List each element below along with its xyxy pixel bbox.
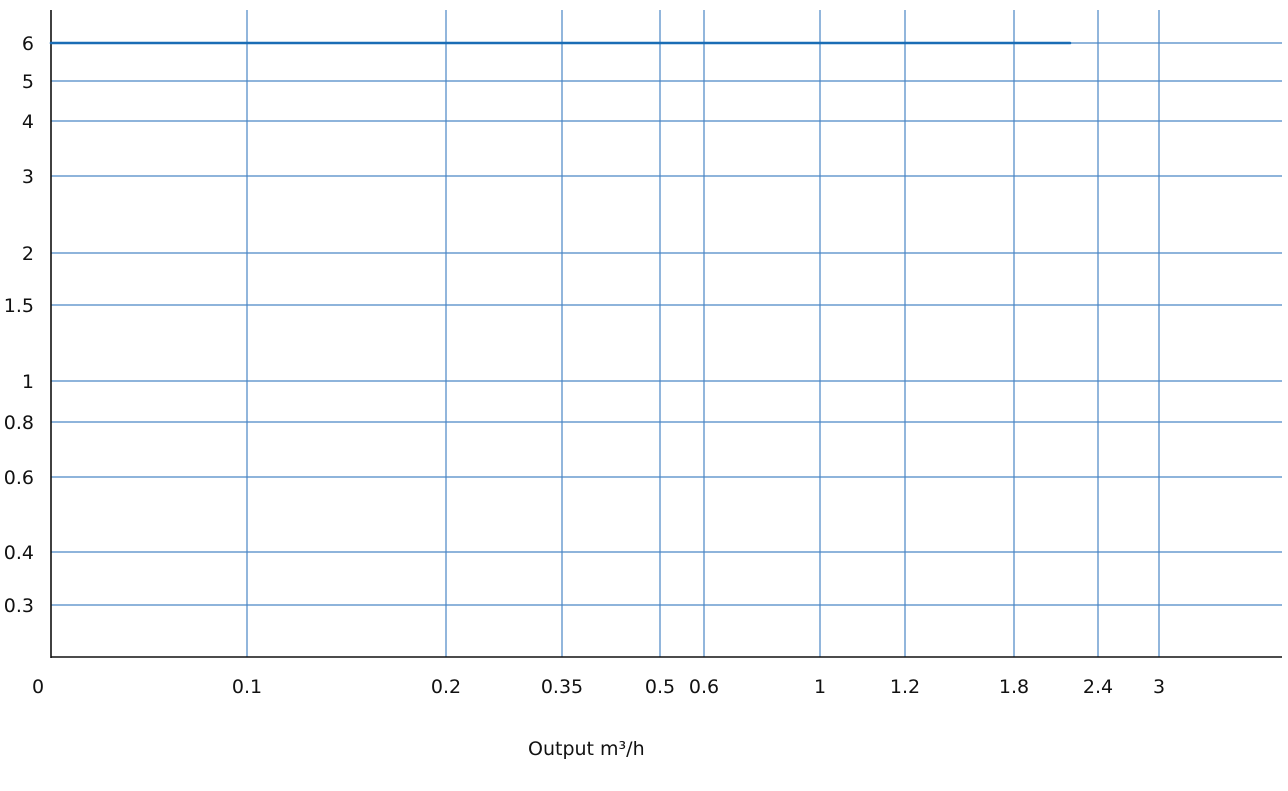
axes [50,10,1282,658]
x-tick-label: 1 [814,676,826,698]
y-tick-label: 0.6 [4,467,34,489]
x-tick-label: 0.1 [232,676,262,698]
x-tick-label: 0.2 [431,676,461,698]
y-tick-label: 1 [22,371,34,393]
y-tick-label: 3 [22,166,34,188]
x-tick-label: 2.4 [1083,676,1113,698]
y-tick-label: 2 [22,243,34,265]
x-tick-label: 3 [1153,676,1165,698]
tick-labels: 0 0.1 0.2 0.35 0.5 0.6 1 1.2 1.8 2.4 3 6 5 4 3 2 1.5 1 0.8… [4,33,1165,698]
x-axis-label: Output m³/h [528,738,645,760]
y-tick-label: 4 [22,111,34,133]
x-tick-label: 1.2 [890,676,920,698]
y-tick-label: 0.8 [4,412,34,434]
y-tick-label: 1.5 [4,295,34,317]
y-tick-label: 0.3 [4,595,34,617]
y-tick-label: 5 [22,71,34,93]
x-tick-label: 0.6 [689,676,719,698]
y-tick-label: 6 [22,33,34,55]
y-tick-label: 0.4 [4,542,34,564]
x-tick-label: 0.35 [541,676,583,698]
x-tick-label: 0.5 [645,676,675,698]
grid-lines [51,10,1282,657]
x-tick-label: 1.8 [999,676,1029,698]
x-tick-label: 0 [32,676,44,698]
